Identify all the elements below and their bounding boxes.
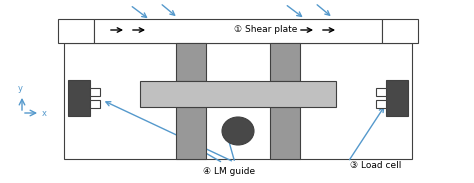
Bar	[270, 43, 300, 81]
Bar	[382, 19, 418, 43]
Bar	[90, 88, 100, 96]
Text: ① Shear plate: ① Shear plate	[234, 25, 297, 35]
Text: x: x	[42, 109, 47, 119]
Bar	[58, 19, 94, 43]
Text: ③ Load cell: ③ Load cell	[350, 160, 401, 169]
Bar	[386, 80, 408, 116]
Text: y: y	[18, 84, 22, 93]
Text: ④ LM guide: ④ LM guide	[212, 89, 264, 98]
Bar	[140, 81, 336, 107]
Bar	[270, 107, 300, 159]
Bar	[176, 43, 206, 81]
Bar	[64, 43, 412, 159]
Bar	[376, 88, 386, 96]
Bar	[68, 80, 90, 116]
Bar	[376, 100, 386, 108]
Bar	[90, 100, 100, 108]
Text: ④ LM guide: ④ LM guide	[203, 167, 255, 175]
Ellipse shape	[222, 117, 254, 145]
Bar	[176, 107, 206, 159]
Bar	[94, 19, 382, 43]
